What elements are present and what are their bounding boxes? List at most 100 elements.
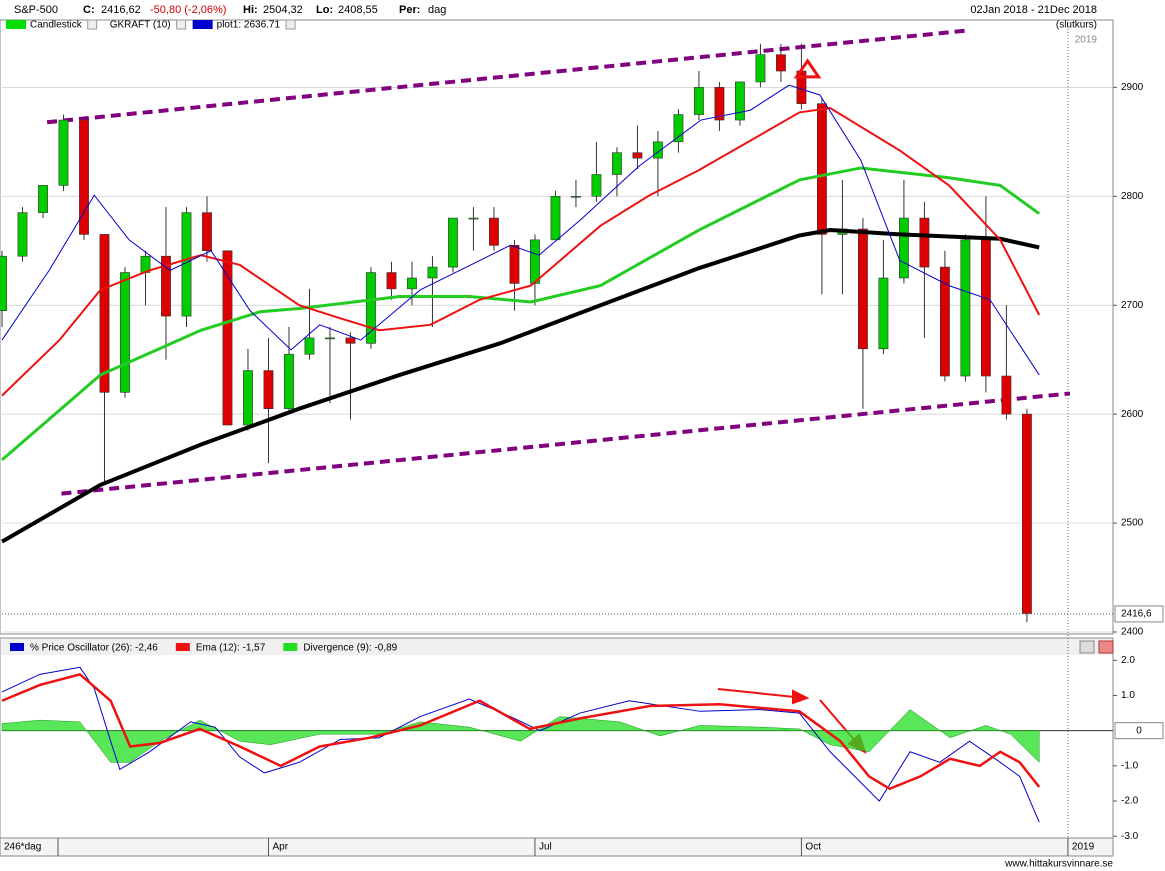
candle-body — [427, 266, 438, 279]
last-value-label: 2416,6 — [1121, 609, 1152, 620]
y-tick-label: 1.0 — [1121, 690, 1135, 701]
legend-label: Ema (12): -1,57 — [196, 643, 266, 654]
y-tick-label: 2.0 — [1121, 655, 1135, 666]
candle-body — [735, 81, 745, 121]
x-tick-label: Apr — [272, 842, 288, 853]
candle-body — [407, 277, 417, 290]
low-label: Lo: — [316, 4, 333, 16]
candle-body — [940, 266, 950, 377]
main-frame — [0, 19, 1114, 635]
candle-body — [776, 54, 786, 72]
candle-body — [509, 245, 520, 284]
candle-body — [325, 337, 335, 340]
legend-swatch — [283, 643, 298, 651]
candle-body — [530, 239, 540, 284]
legend-label: % Price Oscillator (26): -2,46 — [30, 643, 158, 654]
candle-body — [345, 337, 356, 344]
candle-body — [161, 255, 171, 317]
high: 2504,32 — [263, 4, 303, 16]
trendline — [61, 391, 1071, 496]
trendline — [46, 28, 966, 125]
legend-dropdown — [285, 19, 296, 30]
candle-body — [673, 114, 684, 143]
period: dag — [428, 4, 446, 16]
legend-label: Candlestick — [30, 20, 83, 31]
candle-body — [386, 272, 397, 290]
moving-average — [1, 84, 1040, 376]
candle-body — [222, 250, 233, 426]
legend-label: GKRAFT (10) — [110, 20, 171, 31]
candle-body — [571, 195, 581, 198]
candle-body — [612, 152, 622, 175]
y-tick-label: 2500 — [1121, 518, 1144, 529]
candle-body — [489, 217, 499, 246]
lower-legend-bar — [1, 639, 1112, 655]
oscillator-line — [1, 672, 1041, 791]
candle-body — [284, 353, 294, 409]
candle-body — [366, 272, 376, 344]
legend-swatch — [10, 643, 24, 651]
change: -50,80 (-2,06%) — [150, 4, 226, 16]
corner-label: 2019 — [1075, 35, 1098, 46]
x-tick-label: Jul — [539, 842, 552, 853]
candle-body — [632, 152, 643, 159]
y-tick-label: 2600 — [1121, 409, 1144, 420]
candle-body — [878, 277, 889, 350]
footer: www.hittakursvinnare.se — [1004, 859, 1113, 870]
legend-dropdown — [87, 19, 98, 30]
x-tick-label: 2019 — [1072, 842, 1095, 853]
candle-body — [468, 217, 479, 220]
candle-body — [591, 174, 602, 197]
legend-label: Divergence (9): -0,89 — [303, 643, 397, 654]
zoom-icon[interactable] — [1079, 640, 1095, 654]
price-basis: (slutkurs) — [1056, 20, 1097, 31]
candle-body — [714, 87, 725, 121]
candle-body — [1021, 413, 1032, 614]
candle-body — [899, 217, 909, 279]
candle-body — [858, 228, 868, 350]
close: 2416,62 — [101, 4, 141, 16]
candle-body — [550, 195, 561, 241]
legend-swatch — [175, 643, 190, 651]
candle-body — [120, 272, 130, 393]
candle-body — [1001, 375, 1012, 415]
candle-body — [79, 119, 89, 235]
x-axis-label: 246*dag — [4, 842, 41, 853]
candle-body — [653, 141, 663, 159]
y-tick-label: -1.0 — [1121, 760, 1139, 771]
y-tick-label: 2800 — [1121, 191, 1144, 202]
close-icon[interactable] — [1098, 640, 1114, 654]
candle-body — [58, 119, 69, 186]
candle-body — [817, 103, 827, 235]
y-tick-label: 0 — [1136, 725, 1142, 736]
candle-body — [99, 234, 110, 393]
candle-body — [694, 87, 704, 115]
x-axis-strip — [0, 837, 1114, 857]
moving-average — [1, 228, 1040, 544]
period-label: Per: — [399, 4, 420, 16]
candle-body — [919, 217, 930, 268]
zero-box — [1114, 722, 1164, 740]
candle-body — [304, 337, 315, 355]
candle-body — [263, 370, 274, 409]
signal-marker — [793, 58, 822, 79]
moving-average — [1, 166, 1041, 462]
legend-dropdown — [176, 19, 187, 30]
candle-body — [980, 239, 991, 377]
candle-body — [755, 54, 766, 83]
candle-body — [0, 255, 7, 311]
divergence-area — [1, 709, 1040, 763]
moving-average — [1, 107, 1041, 397]
close-label: C: — [83, 4, 95, 16]
candle-body — [243, 370, 253, 426]
y-tick-label: 2700 — [1121, 300, 1144, 311]
date-range: 02Jan 2018 - 21Dec 2018 — [970, 4, 1097, 16]
x-tick-label: Oct — [805, 842, 821, 853]
candle-body — [38, 185, 48, 213]
legend-label: plot1: 2636.71 — [217, 20, 281, 31]
y-tick-label: -3.0 — [1121, 831, 1139, 842]
candle-body — [17, 212, 28, 257]
legend-swatch — [192, 20, 213, 29]
